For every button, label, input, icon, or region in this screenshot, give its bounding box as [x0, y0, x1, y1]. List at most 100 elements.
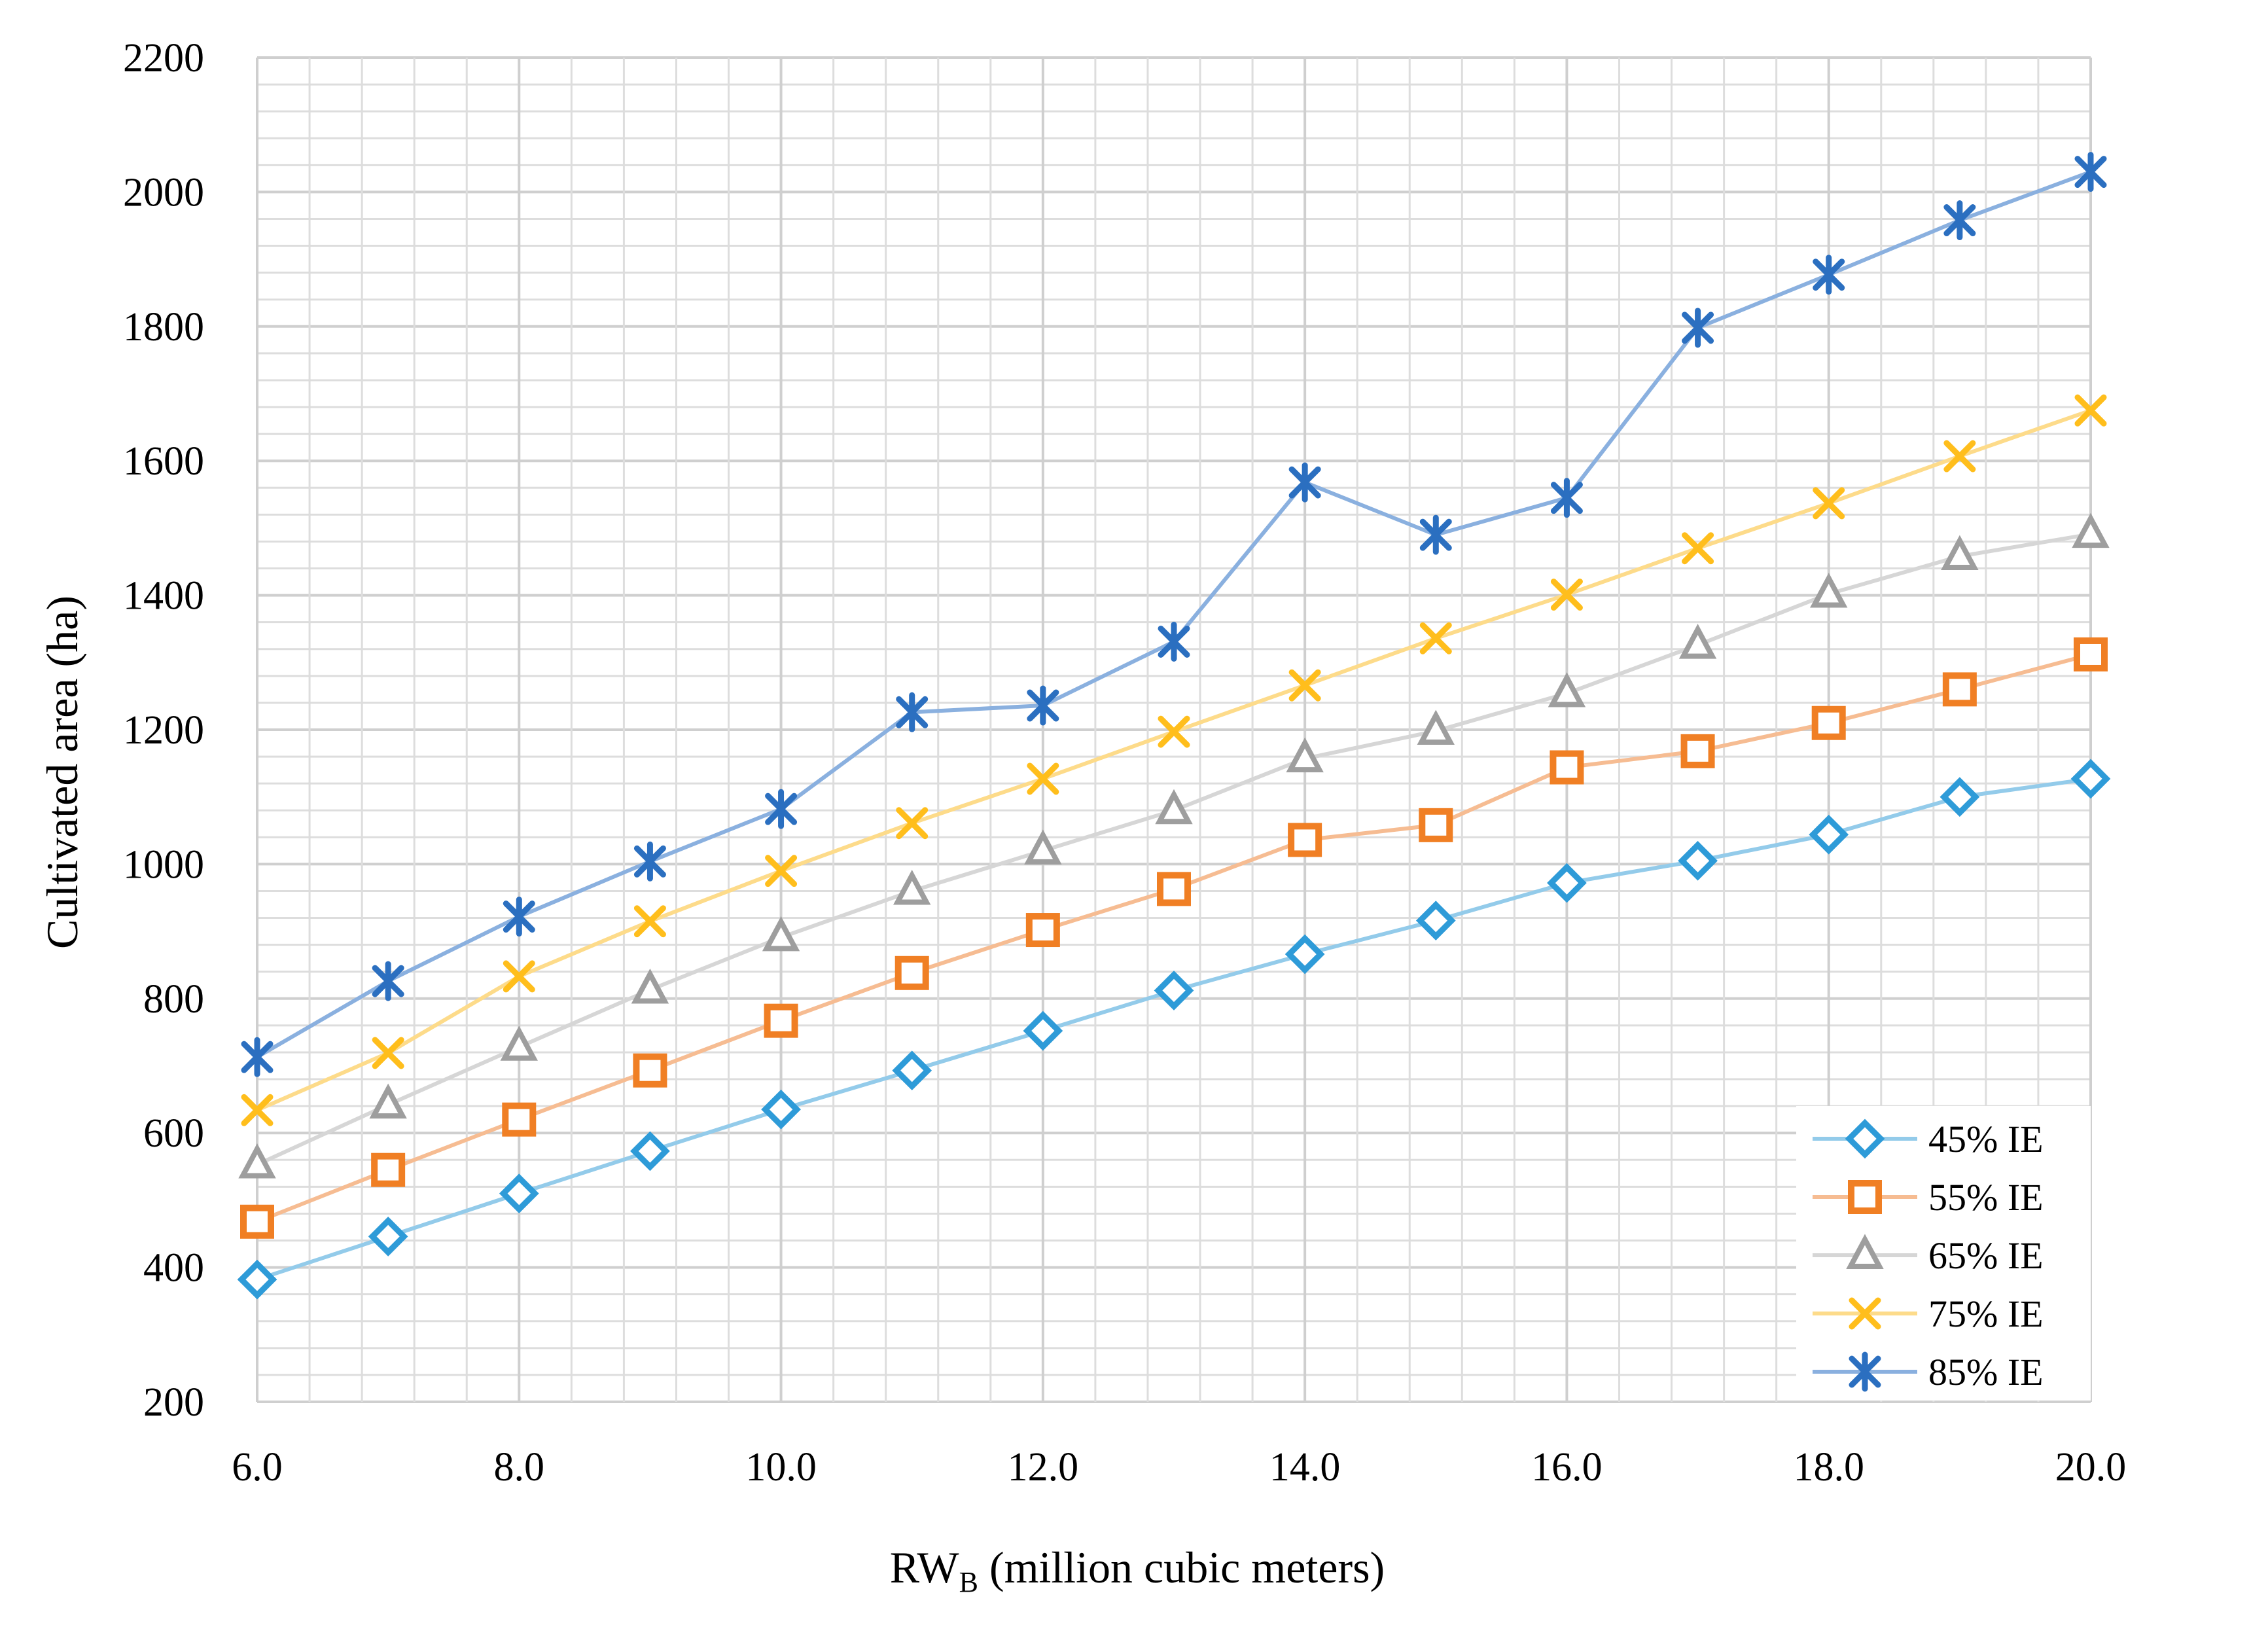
- data-point-85-ie: [1682, 308, 1714, 348]
- series-markers: [237, 152, 2111, 1300]
- data-point-75-ie: [1813, 487, 1845, 520]
- marker-stroke: [1682, 532, 1714, 565]
- marker-stroke: [896, 807, 929, 840]
- x-tick-label: 20.0: [2055, 1445, 2127, 1490]
- x-axis-title-suffix: (million cubic meters): [978, 1543, 1385, 1592]
- legend-item-45-ie: 45% IE: [1813, 1118, 2044, 1160]
- y-tick-label: 1600: [123, 439, 204, 484]
- data-point-55-ie: [502, 1102, 537, 1137]
- data-point-55-ie: [895, 955, 929, 990]
- data-point-65-ie: [369, 1083, 407, 1119]
- data-point-65-ie: [238, 1143, 276, 1179]
- data-point-45-ie: [1547, 863, 1587, 903]
- data-point-75-ie: [2074, 394, 2107, 427]
- data-point-85-ie: [1158, 621, 1190, 662]
- data-point-45-ie: [499, 1173, 539, 1213]
- legend-marker: [1849, 1297, 1881, 1330]
- data-point-85-ie: [1550, 478, 1583, 518]
- data-point-45-ie: [1809, 814, 1849, 855]
- marker-stroke: [372, 1037, 404, 1069]
- data-point-75-ie: [1550, 579, 1583, 611]
- data-point-55-ie: [1025, 913, 1060, 948]
- x-tick-label: 18.0: [1793, 1445, 1864, 1490]
- data-point-55-ie: [1288, 823, 1322, 857]
- data-point-85-ie: [765, 789, 798, 829]
- data-point-65-ie: [762, 916, 800, 952]
- data-point-55-ie: [1157, 872, 1191, 906]
- data-point-55-ie: [240, 1204, 274, 1239]
- data-point-45-ie: [1678, 840, 1718, 881]
- data-point-45-ie: [1415, 901, 1456, 941]
- legend-label: 75% IE: [1928, 1293, 2044, 1335]
- data-point-75-ie: [503, 960, 535, 993]
- marker-stroke: [1288, 669, 1321, 702]
- data-point-75-ie: [896, 807, 929, 840]
- legend-item-75-ie: 75% IE: [1813, 1293, 2044, 1335]
- legend-item-65-ie: 65% IE: [1813, 1234, 2044, 1277]
- y-tick-label: 800: [143, 977, 204, 1022]
- data-point-45-ie: [1940, 777, 1980, 817]
- x-axis-ticks: 6.0 8.0 10.0 12.0 14.0 16.0 18.0 20.0: [232, 1445, 2126, 1490]
- y-tick-label: 400: [143, 1246, 204, 1291]
- marker-stroke: [1813, 487, 1845, 520]
- data-point-55-ie: [371, 1152, 406, 1187]
- data-point-45-ie: [2070, 759, 2111, 799]
- data-point-75-ie: [1027, 762, 1059, 795]
- legend-marker: [1845, 1118, 1885, 1159]
- data-point-55-ie: [764, 1003, 798, 1038]
- legend-marker: [1848, 1180, 1882, 1214]
- data-point-85-ie: [241, 1037, 274, 1077]
- data-point-85-ie: [1943, 200, 1976, 241]
- data-point-85-ie: [633, 841, 666, 882]
- marker-stroke: [1550, 579, 1583, 611]
- x-axis-title-main: RW: [890, 1543, 960, 1592]
- legend: 45% IE 55% IE 65% IE 75% IE 85% IE: [1796, 1106, 2091, 1401]
- marker-stroke: [1943, 440, 1976, 473]
- y-tick-label: 1200: [123, 708, 204, 753]
- legend-label: 55% IE: [1928, 1176, 2044, 1219]
- data-point-85-ie: [372, 961, 404, 1001]
- data-point-65-ie: [1155, 789, 1193, 825]
- data-point-45-ie: [368, 1216, 408, 1257]
- data-point-65-ie: [500, 1026, 538, 1061]
- x-tick-label: 8.0: [494, 1445, 545, 1490]
- data-point-85-ie: [896, 692, 929, 732]
- marker-stroke: [1849, 1297, 1881, 1330]
- data-point-65-ie: [631, 968, 669, 1004]
- gridlines: [256, 56, 2092, 1403]
- data-point-45-ie: [1285, 934, 1325, 974]
- data-point-55-ie: [1942, 672, 1977, 707]
- marker-stroke: [633, 905, 666, 938]
- y-tick-label: 2000: [123, 170, 204, 215]
- data-point-55-ie: [1811, 705, 1846, 740]
- y-tick-label: 1800: [123, 305, 204, 349]
- data-point-55-ie: [2074, 637, 2108, 671]
- data-point-65-ie: [1024, 829, 1062, 865]
- legend-marker: [1849, 1351, 1881, 1392]
- data-point-55-ie: [1419, 808, 1453, 842]
- y-tick-label: 200: [143, 1380, 204, 1425]
- data-point-75-ie: [1943, 440, 1976, 473]
- data-point-65-ie: [1286, 737, 1324, 773]
- marker-stroke: [241, 1094, 274, 1126]
- legend-item-55-ie: 55% IE: [1813, 1176, 2044, 1219]
- data-point-75-ie: [1682, 532, 1714, 565]
- legend-label: 45% IE: [1928, 1118, 2044, 1160]
- data-point-65-ie: [1810, 573, 1848, 608]
- legend-label: 65% IE: [1928, 1234, 2044, 1277]
- data-point-75-ie: [633, 905, 666, 938]
- data-point-45-ie: [761, 1089, 801, 1130]
- data-point-75-ie: [1419, 622, 1452, 654]
- data-point-45-ie: [1023, 1010, 1063, 1051]
- data-point-65-ie: [1678, 624, 1717, 659]
- data-point-85-ie: [1419, 514, 1452, 555]
- data-point-45-ie: [237, 1259, 277, 1300]
- data-point-75-ie: [241, 1094, 274, 1126]
- legend-item-85-ie: 85% IE: [1813, 1351, 2044, 1393]
- marker-stroke: [503, 960, 535, 993]
- data-point-65-ie: [1417, 709, 1455, 745]
- marker-stroke: [1419, 622, 1452, 654]
- data-point-65-ie: [1548, 672, 1586, 707]
